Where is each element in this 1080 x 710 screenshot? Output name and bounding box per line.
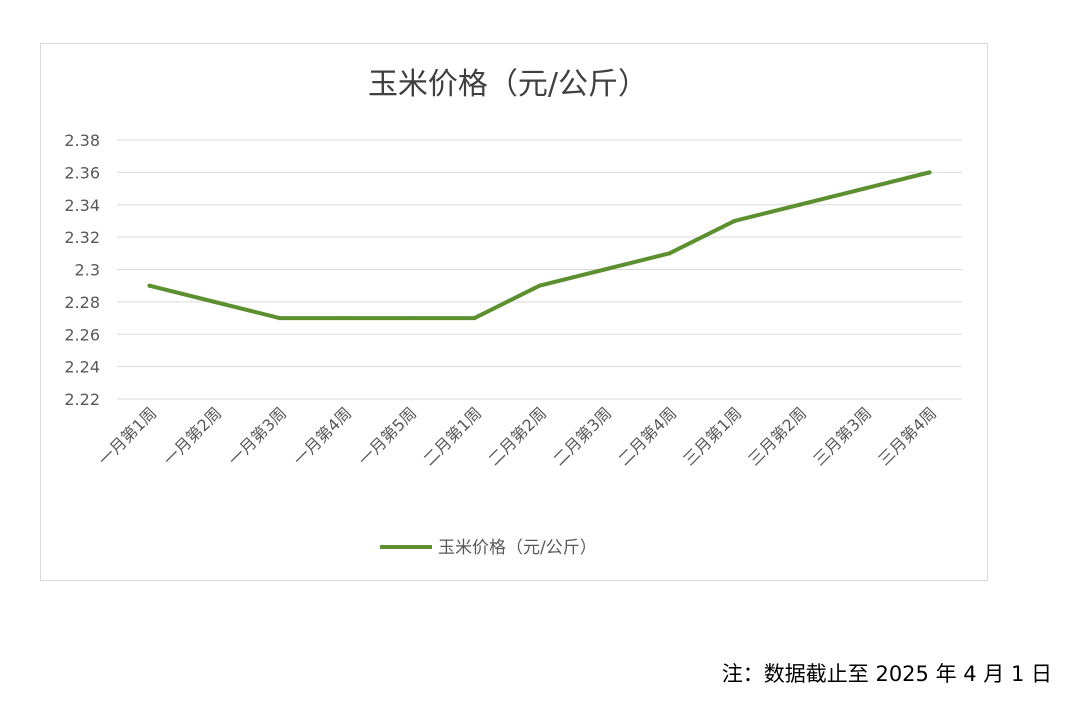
x-tick-label: 三月第3周	[809, 403, 875, 469]
data-point	[212, 299, 217, 304]
series-line	[147, 170, 932, 321]
x-tick-label: 一月第2周	[159, 403, 225, 469]
y-tick-label: 2.38	[64, 131, 100, 150]
y-tick-label: 2.36	[64, 163, 100, 182]
data-point	[147, 283, 152, 288]
data-point	[537, 283, 542, 288]
data-point	[667, 251, 672, 256]
x-tick-label: 一月第5周	[354, 403, 420, 469]
y-axis-ticks: 2.38 2.36 2.34 2.32 2.3 2.28 2.26 2.24 2.22	[64, 131, 100, 409]
x-tick-label: 三月第1周	[679, 403, 745, 469]
legend: 玉米价格（元/公斤）	[380, 538, 597, 558]
y-tick-label: 2.32	[64, 228, 100, 247]
x-tick-label: 三月第2周	[744, 403, 810, 469]
x-tick-label: 一月第3周	[224, 403, 290, 469]
chart-frame	[40, 43, 988, 581]
data-point	[602, 267, 607, 272]
x-tick-label: 三月第4周	[874, 403, 940, 469]
footnote: 注：数据截止至 2025 年 4 月 1 日	[721, 662, 1052, 686]
y-tick-label: 2.28	[64, 293, 100, 312]
data-point	[342, 316, 347, 321]
series-group	[147, 170, 932, 321]
data-point	[927, 170, 932, 175]
data-point	[797, 202, 802, 207]
data-point	[277, 316, 282, 321]
x-tick-label: 二月第2周	[484, 403, 550, 469]
data-point	[472, 316, 477, 321]
x-axis-ticks: 一月第1周 一月第2周 一月第3周 一月第4周 一月第5周 二月第1周 二月第2周 二月第3周…	[94, 403, 940, 469]
x-tick-label: 二月第4周	[614, 403, 680, 469]
data-point	[407, 316, 412, 321]
y-tick-label: 2.34	[64, 196, 100, 215]
y-tick-label: 2.3	[75, 261, 100, 280]
grid-lines	[117, 139, 962, 400]
chart-title: 玉米价格（元/公斤）	[368, 67, 648, 102]
legend-label: 玉米价格（元/公斤）	[438, 538, 597, 558]
x-tick-label: 二月第3周	[549, 403, 615, 469]
x-tick-label: 一月第1周	[94, 403, 160, 469]
data-point	[862, 186, 867, 191]
y-tick-label: 2.26	[64, 325, 100, 344]
x-tick-label: 二月第1周	[419, 403, 485, 469]
x-tick-label: 一月第4周	[289, 403, 355, 469]
data-point	[732, 218, 737, 223]
y-tick-label: 2.24	[64, 358, 100, 377]
y-tick-label: 2.22	[64, 390, 100, 409]
